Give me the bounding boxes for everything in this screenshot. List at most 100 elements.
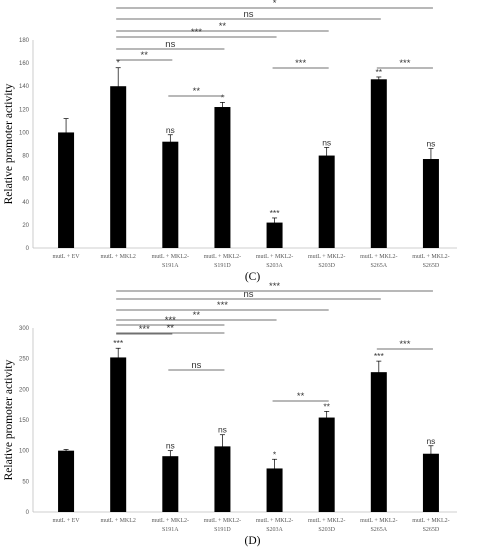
x-tick-label: mutL + EV bbox=[52, 254, 80, 260]
bar bbox=[422, 453, 439, 512]
x-tick-label: S265A bbox=[370, 263, 387, 269]
bar-significance-label: ns bbox=[166, 125, 175, 135]
bar bbox=[370, 372, 387, 512]
bar-significance-label: *** bbox=[374, 351, 385, 361]
x-tick-label: mutL + MKL2- bbox=[256, 254, 294, 260]
y-tick-label: 100 bbox=[19, 130, 30, 136]
x-tick-label: mutL + MKL2- bbox=[308, 254, 346, 260]
bar bbox=[110, 86, 127, 248]
comparison-label: * bbox=[273, 0, 277, 9]
comparison-label: *** bbox=[399, 339, 410, 350]
bar bbox=[162, 141, 179, 248]
x-tick-label: mutL + MKL2- bbox=[360, 518, 398, 524]
x-tick-label: S203A bbox=[266, 263, 283, 269]
x-tick-label: mutL + MKL2- bbox=[204, 518, 242, 524]
bar bbox=[318, 155, 335, 248]
y-tick-label: 60 bbox=[22, 177, 29, 183]
y-tick-label: 0 bbox=[26, 246, 30, 252]
bar bbox=[266, 468, 283, 512]
y-tick-label: 0 bbox=[26, 510, 30, 516]
comparison-label: ns bbox=[191, 360, 201, 371]
bar bbox=[58, 132, 75, 248]
comparison-label: ns bbox=[165, 39, 175, 50]
panel-label: (C) bbox=[245, 271, 261, 283]
y-axis-label: Relative promoter activity bbox=[3, 83, 15, 204]
bar-significance-label: ** bbox=[323, 401, 330, 411]
x-tick-label: S191A bbox=[162, 527, 179, 533]
bar bbox=[58, 450, 75, 512]
bar bbox=[422, 159, 439, 248]
x-tick-label: mutL + MKL2- bbox=[412, 518, 450, 524]
bar-significance-label: ns bbox=[426, 436, 435, 446]
comparison-label: *** bbox=[295, 58, 306, 69]
y-axis-label: Relative promoter activity bbox=[3, 359, 15, 480]
x-tick-label: mutL + MKL2- bbox=[204, 254, 242, 260]
x-tick-label: S203D bbox=[318, 263, 335, 269]
y-tick-label: 40 bbox=[22, 200, 29, 206]
x-tick-label: mutL + MKL2- bbox=[256, 518, 294, 524]
x-tick-label: S191D bbox=[214, 527, 231, 533]
y-tick-label: 50 bbox=[22, 479, 29, 485]
comparison-label: ** bbox=[141, 50, 149, 61]
comparison-label: *** bbox=[165, 315, 176, 326]
x-tick-label: S265D bbox=[423, 263, 440, 269]
chart-panel-d: 0 50 100 150 200 250 300 Relative promoter acti… bbox=[3, 281, 457, 547]
x-tick-label: mutL + MKL2- bbox=[152, 254, 190, 260]
bar bbox=[214, 446, 231, 512]
y-tick-label: 100 bbox=[19, 449, 30, 455]
comparison-label: ** bbox=[193, 86, 201, 97]
comparison-label: ** bbox=[297, 391, 305, 402]
bar bbox=[162, 456, 179, 512]
bar-significance-label: *** bbox=[113, 338, 124, 348]
bar-significance-label: * bbox=[273, 449, 277, 459]
bar-significance-label: * bbox=[117, 58, 121, 68]
x-tick-label: mutL + MKL2- bbox=[412, 254, 450, 260]
y-tick-label: 140 bbox=[19, 84, 30, 90]
x-tick-label: mutL + MKL2- bbox=[152, 518, 190, 524]
y-tick-label: 180 bbox=[19, 38, 30, 44]
bar bbox=[110, 357, 127, 512]
comparison-label: *** bbox=[139, 324, 150, 335]
bar bbox=[370, 79, 387, 249]
y-tick-label: 120 bbox=[19, 107, 30, 113]
y-tick-label: 200 bbox=[19, 387, 30, 393]
comparison-label: *** bbox=[269, 281, 280, 292]
x-tick-label: mutL + MKL2 bbox=[100, 254, 136, 260]
x-tick-label: S203D bbox=[318, 527, 335, 533]
x-tick-label: S265A bbox=[370, 527, 387, 533]
bar bbox=[266, 222, 283, 248]
x-tick-label: S191A bbox=[162, 263, 179, 269]
bar-significance-label: ns bbox=[322, 137, 331, 147]
y-tick-label: 300 bbox=[19, 326, 30, 332]
bar bbox=[214, 107, 231, 249]
panel-label: (D) bbox=[245, 535, 261, 547]
comparison-label: ** bbox=[193, 310, 201, 321]
x-tick-label: mutL + EV bbox=[52, 518, 80, 524]
y-tick-label: 20 bbox=[22, 223, 29, 229]
bar-significance-label: * bbox=[221, 92, 225, 102]
x-tick-label: S265D bbox=[423, 527, 440, 533]
comparison-label: ** bbox=[219, 21, 227, 32]
comparison-label: *** bbox=[399, 58, 410, 69]
comparison-label: *** bbox=[217, 300, 228, 311]
x-tick-label: mutL + MKL2 bbox=[100, 518, 136, 524]
comparison-label: *** bbox=[191, 27, 202, 38]
bar-significance-label: *** bbox=[270, 208, 281, 218]
bar-significance-label: ns bbox=[426, 139, 435, 149]
x-tick-label: mutL + MKL2- bbox=[360, 254, 398, 260]
x-tick-label: S203A bbox=[266, 527, 283, 533]
y-tick-label: 80 bbox=[22, 154, 29, 160]
comparison-label: ** bbox=[167, 323, 175, 334]
bar-significance-label: ns bbox=[166, 441, 175, 451]
y-tick-label: 160 bbox=[19, 61, 30, 67]
bar bbox=[318, 417, 335, 512]
x-tick-label: S191D bbox=[214, 263, 231, 269]
y-tick-label: 250 bbox=[19, 357, 30, 363]
bar-significance-label: ns bbox=[218, 425, 227, 435]
comparison-label: ns bbox=[243, 9, 253, 20]
y-tick-label: 150 bbox=[19, 418, 30, 424]
x-tick-label: mutL + MKL2- bbox=[308, 518, 346, 524]
bar-significance-label: ** bbox=[376, 67, 383, 77]
comparison-label: ns bbox=[243, 289, 253, 300]
